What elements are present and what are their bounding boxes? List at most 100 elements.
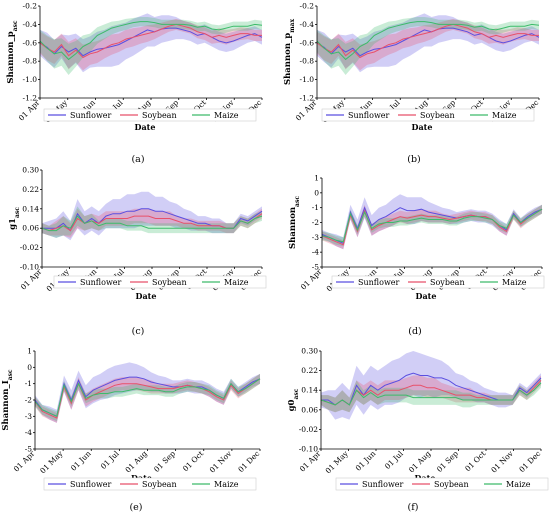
series-band [321,351,541,420]
legend: Sunflower Soybean Maize [335,477,549,491]
series-band [42,206,262,238]
legend-label: Sunflower [348,111,390,120]
series-band [321,377,541,413]
series-line [316,23,539,59]
y-tick-label: -1.0 [300,75,315,84]
legend-label: Sunflower [362,480,404,489]
series-line [316,27,540,57]
legend: Sunflower Soybean Maize [43,108,257,122]
y-axis-label: Shannon_pasc [6,20,19,84]
series-line [321,208,543,243]
x-tick-label: 01 Dec [236,449,261,474]
y-tick-label: 0 [27,363,32,372]
x-tick-label: 01 Oct [181,449,205,473]
y-axis-label-subscript: asc [14,207,21,218]
y-tick-label: 0.22 [301,366,318,375]
y-tick-label: 0.14 [22,204,39,213]
y-tick-label: 1 [314,174,319,183]
y-axis-label: Shannon_Iasc [1,369,14,431]
legend: Sunflower Soybean Maize [43,477,257,491]
x-tick-label: 01 May [324,449,351,476]
x-tick-label: 01 Nov [208,449,234,475]
panel-caption: (e) [129,502,142,513]
y-tick-label: 0 [314,188,319,197]
y-tick-label: 0.30 [22,166,39,175]
x-tick-label: 01 Jun [69,449,93,473]
y-axis-label-main: g1 [8,218,18,230]
x-tick-label: 01 May [38,449,65,476]
y-tick-label: -0.10 [299,445,318,454]
panel-caption: (f) [408,502,419,513]
y-axis-label-subscript: asc [7,369,14,380]
series-band [322,194,542,250]
panel-caption: (c) [132,326,145,337]
series-band [317,13,539,73]
legend: Sunflower Soybean Maize [53,275,267,289]
series-band [322,204,542,247]
series-band [322,204,542,250]
y-tick-label: -1.2 [23,94,38,103]
panel-caption: (b) [407,154,421,165]
series-line [34,378,261,417]
y-tick-label: -0.4 [23,20,38,29]
legend-label: Sunflower [80,278,122,287]
y-tick-label: -0.6 [23,38,38,47]
y-axis-label: Shannon_pmax [283,19,296,85]
x-axis-label: Date [135,122,156,132]
x-tick-label: 01 Jul [383,449,405,471]
y-tick-label: -0.2 [300,2,315,11]
series-line [39,23,262,59]
y-axis-label-main: g0 [287,399,297,411]
y-tick-label: -5 [312,263,320,272]
x-tick-label: 01 Jun [354,449,378,473]
y-tick-label: -5 [25,445,33,454]
legend-label: Soybean [152,278,187,287]
series-band [40,13,262,73]
y-tick-label: -2 [312,218,320,227]
y-tick-label: -0.2 [23,2,38,11]
y-tick-label: -1.0 [23,75,38,84]
y-tick-label: -0.02 [299,425,318,434]
y-tick-label: -1.2 [300,94,315,103]
legend-label: Maize [506,480,531,489]
y-axis-label: Shannonasc [288,196,301,249]
y-tick-label: 0.14 [301,386,318,395]
series-band [35,373,260,422]
legend-label: Soybean [430,278,465,287]
x-tick-label: 01 Aug [123,449,149,475]
legend-label: Maize [502,278,527,287]
series-line [41,215,263,232]
y-tick-label: -3 [25,412,33,421]
legend-box [331,275,545,289]
y-tick-label: 0.30 [301,347,318,356]
legend-label: Sunflower [70,111,112,120]
series-line [39,27,263,57]
legend-label: Soybean [434,480,469,489]
series-band [35,373,260,423]
y-axis-label-main: Shannon_I [1,380,11,430]
y-tick-label: 0.06 [301,405,318,414]
legend-label: Maize [224,278,249,287]
y-tick-label: -0.6 [300,38,315,47]
y-axis-label: g1asc [8,207,21,230]
x-tick-label: 01 Oct [463,449,487,473]
y-tick-label: -4 [25,428,33,437]
x-tick-label: 01 Sep [152,449,177,474]
y-tick-label: -2 [25,396,33,405]
panel-caption: (d) [408,326,422,337]
y-tick-label: -0.4 [300,20,315,29]
legend-label: Soybean [142,480,177,489]
series-band [317,18,539,71]
y-tick-label: -0.10 [20,263,39,272]
legend-box [43,108,257,122]
series-line [320,382,542,406]
y-tick-label: -4 [312,248,320,257]
series-line [34,378,261,419]
legend-label: Soybean [142,111,177,120]
